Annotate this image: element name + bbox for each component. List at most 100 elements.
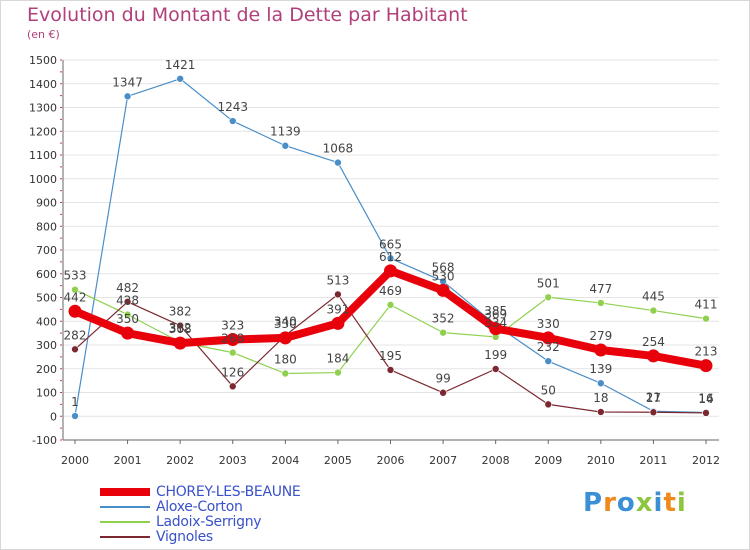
data-point xyxy=(123,92,132,101)
data-point xyxy=(439,388,447,397)
data-point xyxy=(649,408,658,417)
data-label: 1139 xyxy=(270,125,301,139)
legend-label: Aloxe-Corton xyxy=(156,499,243,515)
data-label: 308 xyxy=(169,322,192,336)
data-point xyxy=(386,301,395,309)
y-tick-label: 1500 xyxy=(29,54,57,67)
data-label: 254 xyxy=(642,335,665,349)
data-label: 195 xyxy=(379,349,402,363)
x-tick-label: 2003 xyxy=(219,454,247,467)
data-point xyxy=(281,369,290,378)
data-label: 14 xyxy=(698,392,713,406)
y-tick-label: 100 xyxy=(36,387,57,400)
y-tick-label: 600 xyxy=(36,268,57,281)
data-label: 501 xyxy=(537,276,560,290)
data-point xyxy=(649,306,658,315)
data-label: 533 xyxy=(64,269,87,283)
x-tick-label: 2001 xyxy=(114,454,142,467)
data-label: 411 xyxy=(695,298,718,312)
data-label: 18 xyxy=(593,391,608,405)
y-tick-label: 0 xyxy=(50,410,57,423)
data-label: 1243 xyxy=(217,100,248,114)
x-tick-label: 2012 xyxy=(692,454,720,467)
data-point xyxy=(699,359,713,373)
data-point xyxy=(331,316,345,330)
y-tick-label: 300 xyxy=(36,339,57,352)
data-label: 213 xyxy=(695,345,718,359)
data-point xyxy=(386,254,395,263)
data-point xyxy=(597,379,605,388)
y-tick-label: 400 xyxy=(36,315,57,328)
data-label: 665 xyxy=(379,237,402,251)
y-tick-label: 200 xyxy=(36,363,57,376)
y-tick-label: 500 xyxy=(36,292,57,305)
data-label: 469 xyxy=(379,284,402,298)
data-point xyxy=(489,322,503,336)
data-point xyxy=(68,304,82,318)
data-point xyxy=(544,357,553,365)
data-label: 184 xyxy=(326,352,349,366)
data-point xyxy=(541,331,555,345)
chart-subtitle: (en €) xyxy=(27,28,60,41)
x-tick-label: 2008 xyxy=(482,454,510,467)
y-tick-label: 800 xyxy=(36,220,57,233)
data-point xyxy=(228,382,237,391)
data-point xyxy=(278,331,292,345)
data-point xyxy=(71,285,79,294)
proxiti-logo: Proxiti xyxy=(583,488,687,518)
data-label: 334 xyxy=(484,316,507,330)
x-tick-label: 2004 xyxy=(271,454,299,467)
data-label: 442 xyxy=(64,290,87,304)
data-point xyxy=(384,264,397,278)
data-point xyxy=(123,310,132,319)
data-label: 445 xyxy=(642,290,665,304)
data-label: 513 xyxy=(326,273,349,287)
y-tick-label: 1300 xyxy=(29,102,57,115)
data-point xyxy=(228,117,237,125)
data-point xyxy=(439,328,447,337)
data-point xyxy=(597,299,605,307)
data-label: 482 xyxy=(116,281,139,295)
data-point xyxy=(594,343,608,357)
data-point xyxy=(544,400,553,409)
data-point xyxy=(702,314,710,323)
data-point xyxy=(176,74,184,83)
data-label: 199 xyxy=(484,348,507,362)
legend-label: Ladoix-Serrigny xyxy=(156,514,262,530)
data-label: 330 xyxy=(537,317,560,331)
data-point xyxy=(281,141,290,150)
data-point xyxy=(646,349,660,363)
data-label: 139 xyxy=(589,362,612,376)
legend-label: CHOREY-LES-BEAUNE xyxy=(156,484,301,500)
data-label: 282 xyxy=(64,328,87,342)
chart-title: Evolution du Montant de la Dette par Hab… xyxy=(27,4,468,26)
data-label: 16 xyxy=(698,391,713,405)
data-label: 180 xyxy=(274,353,297,367)
data-point xyxy=(334,290,342,299)
data-label: 382 xyxy=(169,305,192,319)
data-point xyxy=(544,293,553,302)
data-label: 352 xyxy=(432,312,455,326)
data-label: 279 xyxy=(589,329,612,343)
legend-label: Vignoles xyxy=(156,529,213,545)
y-tick-label: 1200 xyxy=(29,125,57,138)
data-label: 50 xyxy=(541,383,556,397)
y-tick-label: 1400 xyxy=(29,78,57,91)
data-label: 428 xyxy=(116,294,139,308)
data-label: 268 xyxy=(221,332,244,346)
data-point xyxy=(334,158,342,167)
legend-swatch xyxy=(100,536,150,538)
data-label: 477 xyxy=(589,282,612,296)
data-point xyxy=(176,321,184,330)
data-label: 126 xyxy=(221,365,244,379)
data-label: 1 xyxy=(71,395,79,409)
x-tick-label: 2002 xyxy=(166,454,194,467)
data-point xyxy=(123,297,132,306)
legend-swatch xyxy=(100,488,150,496)
data-label: 1421 xyxy=(165,58,196,72)
data-label: 17 xyxy=(646,391,661,405)
data-label: 1347 xyxy=(112,75,143,89)
data-point xyxy=(491,365,500,373)
data-label: 530 xyxy=(432,269,455,283)
data-point xyxy=(71,412,79,420)
